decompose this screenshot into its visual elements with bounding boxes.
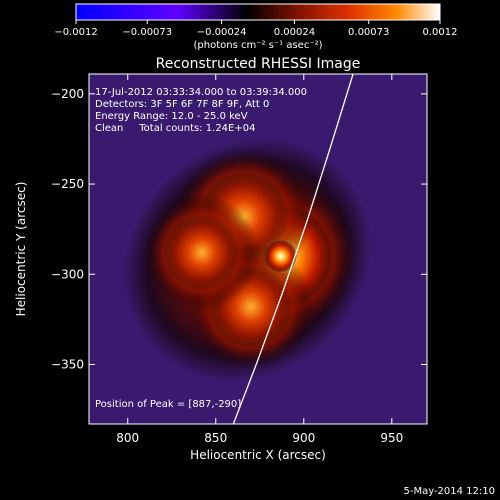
x-axis-label: Heliocentric X (arcsec): [190, 448, 326, 462]
peak-source: [264, 240, 297, 273]
plot-frame: [88, 73, 428, 425]
colorbar-ticks: −0.0012 −0.00073 −0.00024 0.00024 0.00073 0.0…: [54, 20, 458, 38]
y-axis-ticks: −200 −250 −300 −350: [51, 87, 427, 371]
y-tick-label: −250: [51, 177, 84, 191]
colorbar-tick-label: 0.00024: [274, 27, 315, 38]
peak-position-annotation: Position of Peak = [887,-290]: [95, 399, 241, 410]
colorbar-label: (photons cm⁻² s⁻¹ asec⁻²): [193, 40, 322, 51]
x-tick-label: 800: [116, 431, 139, 445]
colorbar-tick-label: 0.00073: [348, 27, 389, 38]
energy-range-annotation: Energy Range: 12.0 - 25.0 keV: [95, 111, 248, 122]
colorbar-tick-label: −0.00024: [197, 27, 247, 38]
x-tick-label: 950: [380, 431, 403, 445]
emission-sources: [144, 148, 359, 370]
colorbar-tick-label: 0.0012: [423, 27, 458, 38]
source-core: [163, 214, 241, 292]
solar-limb-curve: [232, 74, 354, 424]
colorbar-tick-label: −0.0012: [54, 27, 97, 38]
y-axis-label: Heliocentric Y (arcsec): [14, 182, 28, 317]
clean-counts-annotation: Clean Total counts: 1.24E+04: [95, 123, 255, 134]
footer-date: 5-May-2014 12:10: [403, 486, 495, 497]
chart-title: Reconstructed RHESSI Image: [156, 56, 361, 72]
colorbar-tick-label: −0.00073: [122, 27, 172, 38]
y-tick-label: −300: [51, 267, 84, 281]
x-tick-label: 900: [292, 431, 315, 445]
x-axis-ticks: 800 850 900 950: [116, 74, 403, 445]
y-tick-label: −350: [51, 357, 84, 371]
y-tick-label: −200: [51, 87, 84, 101]
time-range-annotation: 17-Jul-2012 03:33:34.000 to 03:39:34.000: [95, 87, 307, 98]
detectors-annotation: Detectors: 3F 5F 6F 7F 8F 9F, Att 0: [95, 99, 269, 110]
colorbar: [75, 3, 441, 21]
x-tick-label: 850: [204, 431, 227, 445]
